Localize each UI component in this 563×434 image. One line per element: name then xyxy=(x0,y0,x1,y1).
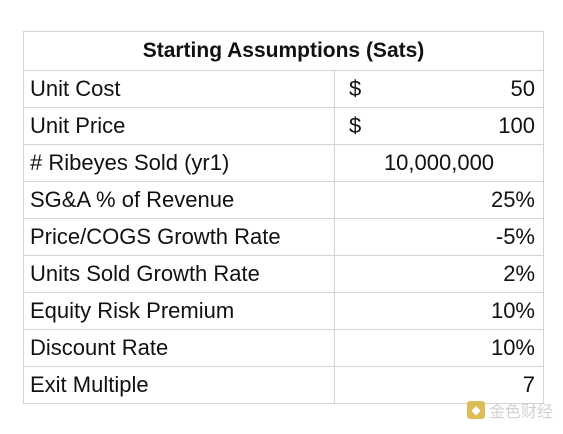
row-label[interactable]: Discount Rate xyxy=(23,329,335,367)
row-value: 100 xyxy=(498,113,535,138)
currency-symbol: $ xyxy=(349,76,362,101)
row-value: 2% xyxy=(503,261,535,286)
table-header-row: Starting Assumptions (Sats) xyxy=(23,31,544,71)
table-row: Exit Multiple 7 xyxy=(23,366,544,404)
watermark-text: 金色财经 xyxy=(488,402,553,421)
row-value-cell[interactable]: -5% xyxy=(334,218,544,256)
row-value: 10,000,000 xyxy=(383,150,495,175)
watermark: ◆ 金色财经 xyxy=(466,398,553,422)
assumptions-table: Starting Assumptions (Sats) Unit Cost $ … xyxy=(23,31,544,404)
row-label[interactable]: SG&A % of Revenue xyxy=(23,181,335,219)
watermark-logo-icon: ◆ xyxy=(466,401,485,419)
table-title: Starting Assumptions (Sats) xyxy=(23,31,544,71)
table-row: SG&A % of Revenue 25% xyxy=(23,181,544,219)
row-label[interactable]: Exit Multiple xyxy=(23,366,335,404)
row-label[interactable]: Unit Cost xyxy=(23,70,335,108)
row-label[interactable]: Equity Risk Premium xyxy=(23,292,335,330)
row-label[interactable]: Units Sold Growth Rate xyxy=(23,255,335,293)
row-value: 50 xyxy=(510,76,535,101)
row-value-cell[interactable]: $ 50 xyxy=(334,70,544,108)
row-value-cell[interactable]: 25% xyxy=(334,181,544,219)
row-value-cell[interactable]: 2% xyxy=(334,255,544,293)
row-value-cell[interactable]: 10% xyxy=(334,292,544,330)
table-row: # Ribeyes Sold (yr1) 10,000,000 xyxy=(23,144,544,182)
row-value-cell[interactable]: 10% xyxy=(334,329,544,367)
table-row: Discount Rate 10% xyxy=(23,329,544,367)
row-value: 10% xyxy=(490,335,535,360)
row-value: 10% xyxy=(490,298,535,323)
row-value-cell[interactable]: 10,000,000 xyxy=(334,144,544,182)
row-value-cell[interactable]: $ 100 xyxy=(334,107,544,145)
table-row: Units Sold Growth Rate 2% xyxy=(23,255,544,293)
table-row: Unit Cost $ 50 xyxy=(23,70,544,108)
row-label[interactable]: Price/COGS Growth Rate xyxy=(23,218,335,256)
currency-symbol: $ xyxy=(349,113,362,138)
row-value: 7 xyxy=(522,372,535,397)
row-label[interactable]: Unit Price xyxy=(23,107,335,145)
row-value: -5% xyxy=(495,224,535,249)
table-row: Unit Price $ 100 xyxy=(23,107,544,145)
row-label[interactable]: # Ribeyes Sold (yr1) xyxy=(23,144,335,182)
table-row: Equity Risk Premium 10% xyxy=(23,292,544,330)
table-row: Price/COGS Growth Rate -5% xyxy=(23,218,544,256)
row-value-cell[interactable]: 7 xyxy=(334,366,544,404)
row-value: 25% xyxy=(490,187,535,212)
